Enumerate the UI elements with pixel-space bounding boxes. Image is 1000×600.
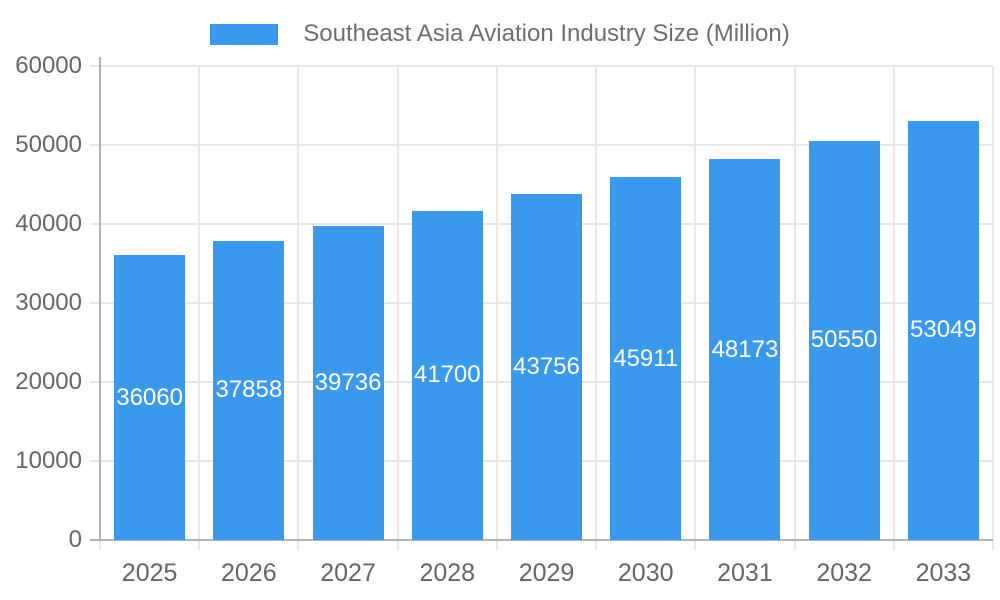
gridline-horizontal xyxy=(90,65,993,67)
x-tick-label: 2025 xyxy=(121,559,178,587)
gridline-vertical xyxy=(595,66,598,550)
bar-2029[interactable] xyxy=(511,194,582,540)
bar-2025[interactable] xyxy=(114,255,186,540)
x-tick-label: 2027 xyxy=(320,559,376,587)
gridline-vertical xyxy=(892,66,895,550)
y-axis-line xyxy=(98,57,101,540)
y-tick-label: 10000 xyxy=(15,447,82,474)
x-tick-label: 2031 xyxy=(717,559,773,587)
y-tick-label: 30000 xyxy=(15,289,82,316)
x-tick-label: 2028 xyxy=(419,559,476,587)
bar-2027[interactable] xyxy=(312,226,384,540)
gridline-vertical xyxy=(396,66,399,550)
gridline-vertical xyxy=(992,66,994,550)
x-tick-label: 2026 xyxy=(221,559,277,587)
legend-label: Southeast Asia Aviation Industry Size (M… xyxy=(303,20,790,47)
x-axis-line xyxy=(90,539,993,541)
bar-2028[interactable] xyxy=(411,210,483,540)
gridline-vertical xyxy=(793,66,796,550)
bar-2032[interactable] xyxy=(808,140,880,540)
bar-2033[interactable] xyxy=(907,120,979,540)
gridline-vertical xyxy=(297,66,300,550)
gridline-vertical xyxy=(694,66,697,550)
y-tick-label: 40000 xyxy=(15,210,82,237)
bar-2026[interactable] xyxy=(213,240,285,540)
y-tick-label: 50000 xyxy=(15,131,82,158)
y-tick-label: 20000 xyxy=(15,368,82,395)
gridline-vertical xyxy=(495,66,498,550)
x-tick-label: 2033 xyxy=(915,559,972,587)
y-tick-label: 0 xyxy=(68,526,82,553)
chart-legend: Southeast Asia Aviation Industry Size (M… xyxy=(0,18,1000,50)
legend-item-series[interactable]: Southeast Asia Aviation Industry Size (M… xyxy=(210,20,790,48)
legend-swatch-icon xyxy=(210,23,279,45)
bar-2031[interactable] xyxy=(709,159,781,540)
bar-2030[interactable] xyxy=(610,177,682,540)
x-tick-label: 2030 xyxy=(617,559,674,587)
y-tick-label: 60000 xyxy=(15,52,82,79)
x-tick-label: 2032 xyxy=(816,559,872,587)
x-tick-label: 2029 xyxy=(518,559,575,587)
gridline-vertical xyxy=(198,66,201,550)
gridline-horizontal xyxy=(90,144,993,146)
